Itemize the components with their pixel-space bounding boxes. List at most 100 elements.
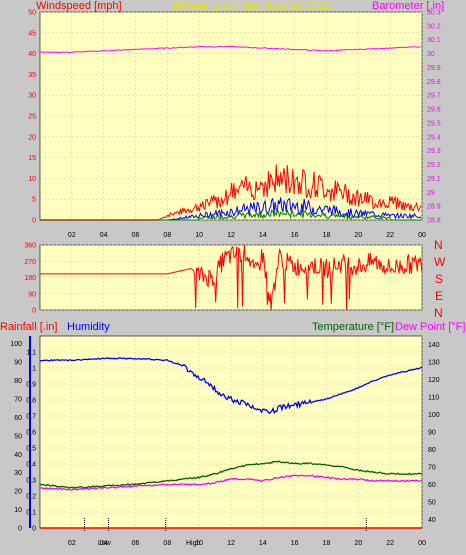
humidity-title: Humidity	[67, 321, 110, 333]
wind-x-tick: 06	[132, 232, 140, 239]
barometer-y-tick: 28.8	[427, 218, 441, 225]
dewpoint-title: Dew Point [°F]	[395, 321, 466, 333]
direction-y-tick: 0	[32, 308, 36, 315]
humidity-y-tick: 50	[14, 433, 22, 440]
barometer-y-tick: 29.9	[427, 65, 441, 72]
humidity-y-tick: 0	[18, 526, 22, 533]
direction-y-tick: 270	[24, 259, 36, 266]
rain-y-tick: 0.4	[26, 462, 36, 469]
barometer-y-tick: 30.3	[427, 10, 441, 17]
compass-e: E	[435, 289, 444, 303]
wind-y-tick: 25	[28, 114, 36, 121]
humidity-y-tick: 60	[14, 415, 22, 422]
barometer-y-tick: 29.7	[427, 93, 441, 100]
humidity-y-tick: 80	[14, 378, 22, 385]
compass-n-bottom: N	[434, 306, 443, 320]
temperature-y-tick: 90	[428, 430, 436, 437]
humidity-y-tick: 90	[14, 360, 22, 367]
wind-x-tick: 10	[195, 232, 203, 239]
wind-y-tick: 20	[28, 134, 36, 141]
barometer-y-tick: 30.1	[427, 37, 441, 44]
temp-x-tick: 00	[418, 540, 426, 547]
wind-y-tick: 15	[28, 155, 36, 162]
compass-n-top: N	[434, 238, 443, 252]
wind-x-tick: 02	[68, 232, 76, 239]
humidity-y-tick: 70	[14, 396, 22, 403]
temp-x-tick: 08	[163, 540, 171, 547]
low-marker-label: Low	[98, 540, 111, 547]
temp-x-tick: 20	[354, 540, 362, 547]
wind-y-tick: 50	[28, 10, 36, 17]
direction-y-tick: 90	[28, 291, 36, 298]
barometer-y-tick: 29	[427, 190, 435, 197]
compass-s: S	[435, 272, 444, 286]
wind-y-tick: 30	[28, 93, 36, 100]
barometer-y-tick: 29.1	[427, 176, 441, 183]
temp-x-tick: 06	[132, 540, 140, 547]
graph-title: 24 hour graph day June 24 2022	[172, 0, 332, 12]
temperature-y-tick: 110	[428, 395, 439, 402]
humidity-y-tick: 30	[14, 470, 22, 477]
direction-series	[40, 244, 423, 311]
humidity-y-tick: 10	[14, 507, 22, 514]
temp-x-tick: 02	[68, 540, 76, 547]
dewpoint-series	[39, 474, 423, 491]
rain-y-tick: 0.9	[26, 382, 36, 389]
temp-x-tick: 14	[259, 540, 267, 547]
barometer-y-tick: 29.3	[427, 148, 441, 155]
barometer-y-tick: 29.2	[427, 162, 441, 169]
wind-y-tick: 0	[32, 218, 36, 225]
wind-y-tick: 40	[28, 51, 36, 58]
barometer-y-tick: 29.4	[427, 134, 441, 141]
temperature-title: Temperature [°F]	[312, 321, 395, 333]
wind-x-tick: 12	[227, 232, 235, 239]
high-marker-label: High	[186, 540, 201, 547]
rain-y-tick: 1.1	[26, 350, 36, 357]
barometer-y-tick: 29.8	[427, 79, 441, 86]
temperature-y-tick: 40	[428, 517, 436, 524]
temp-x-tick: 22	[386, 540, 394, 547]
rain-y-tick: 0.1	[26, 510, 36, 517]
temperature-y-tick: 80	[428, 447, 436, 454]
windspeed-title: Windspeed [mph]	[36, 0, 122, 12]
temperature-y-tick: 100	[428, 412, 440, 419]
rain-y-tick: 0.6	[26, 430, 36, 437]
temp-x-tick: 16	[291, 540, 299, 547]
rain-y-tick: 0.3	[26, 478, 36, 485]
rainfall-title: Rainfall [.in]	[0, 321, 58, 333]
barometer-y-tick: 29.6	[427, 107, 441, 114]
wind-x-tick: 08	[163, 232, 171, 239]
wind-x-tick: 18	[323, 232, 331, 239]
wind-x-tick: 22	[386, 232, 394, 239]
direction-y-tick: 360	[24, 243, 36, 250]
temperature-y-tick: 50	[428, 499, 436, 506]
temperature-series	[39, 460, 423, 489]
barometer-y-tick: 30.2	[427, 23, 441, 30]
temp-x-tick: 18	[323, 540, 331, 547]
wind-y-tick: 35	[28, 72, 36, 79]
wind-y-tick: 45	[28, 30, 36, 37]
wind-y-tick: 10	[28, 176, 36, 183]
rain-y-tick: 0.7	[26, 414, 36, 421]
wind-x-tick: 20	[354, 232, 362, 239]
rain-y-tick: 0.5	[26, 446, 36, 453]
temperature-y-tick: 120	[428, 377, 440, 384]
wind-x-tick: 00	[418, 232, 426, 239]
barometer-y-tick: 29.5	[427, 120, 441, 127]
barometer-y-tick: 30	[427, 51, 435, 58]
rain-y-tick: 0.8	[26, 398, 36, 405]
humidity-series	[39, 357, 423, 415]
barometer-title: Barometer [.in]	[372, 0, 445, 12]
rain-y-tick: 0	[32, 526, 36, 533]
barometer-series	[39, 45, 421, 54]
temperature-y-tick: 140	[428, 342, 440, 349]
temperature-y-tick: 70	[428, 464, 436, 471]
humidity-y-tick: 40	[14, 452, 22, 459]
temperature-y-tick: 60	[428, 482, 436, 489]
wind-x-tick: 16	[291, 232, 299, 239]
compass-w: W	[434, 255, 446, 269]
rain-y-tick: 1	[32, 366, 36, 373]
temp-x-tick: 04	[100, 540, 108, 547]
